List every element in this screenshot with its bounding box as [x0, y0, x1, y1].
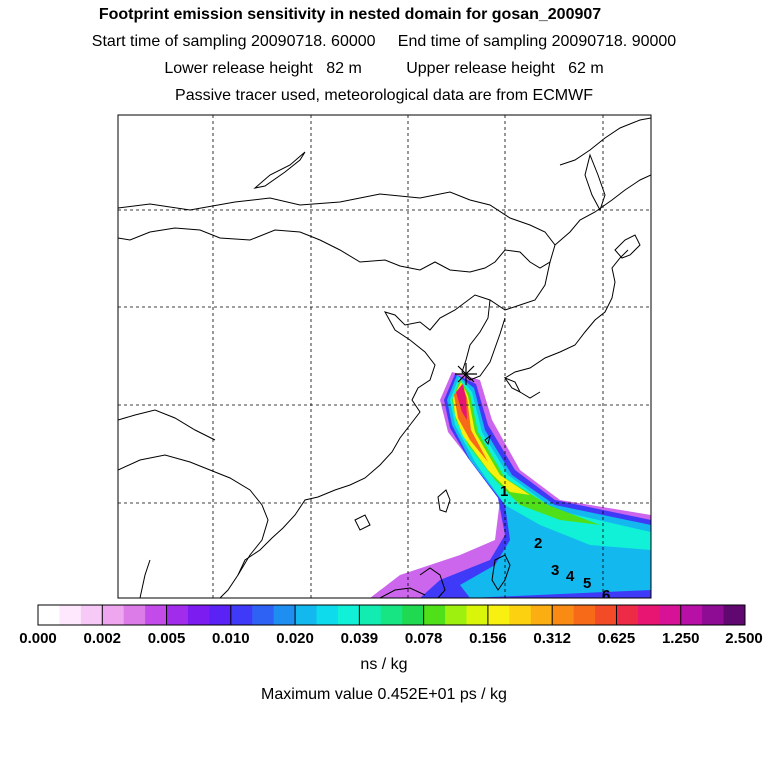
day-labels: 1 2 3 4 5 6 [500, 483, 610, 604]
colorbar-swatch [616, 605, 639, 625]
colorbar-tick-label: 0.005 [147, 630, 186, 647]
colorbar-swatch [123, 605, 146, 625]
colorbar-swatch [273, 605, 296, 625]
colorbar-swatch [423, 605, 446, 625]
colorbar-swatch [316, 605, 339, 625]
graticule [118, 115, 651, 598]
colorbar-swatch [337, 605, 360, 625]
day-label: 3 [551, 562, 559, 579]
colorbar-swatch [723, 605, 746, 625]
colorbar-tick-label: 0.000 [19, 630, 57, 647]
colorbar-tick-label: 0.002 [83, 630, 122, 647]
colorbar-tick-label: 1.250 [661, 630, 700, 647]
colorbar-tick-label: 2.500 [725, 630, 763, 647]
colorbar-tick-label: 0.039 [340, 630, 379, 647]
colorbar-swatch [445, 605, 467, 625]
colorbar-swatch [145, 605, 168, 625]
map-content: 1 2 3 4 5 6 [118, 115, 651, 604]
colorbar-tick-label: 0.312 [533, 630, 571, 647]
colorbar-tick-label: 0.156 [469, 630, 507, 647]
colorbar-border [37, 604, 746, 626]
star-marker [455, 363, 477, 385]
colorbar-swatch [637, 605, 660, 625]
colorbar-tick-label: 0.625 [597, 630, 636, 647]
colorbar-swatch [595, 605, 617, 625]
colorbar-swatch [230, 605, 253, 625]
colorbar-swatch [573, 605, 596, 625]
colorbar-swatch [102, 605, 125, 625]
colorbar-swatch [166, 605, 189, 625]
colorbar-swatch [530, 605, 553, 625]
unit-label: ns / kg [360, 656, 408, 673]
day-label: 5 [583, 575, 591, 592]
colorbar-swatch [38, 605, 60, 625]
colorbar-tick-label: 0.010 [212, 630, 250, 647]
colorbar-swatch [252, 605, 275, 625]
map-title: Footprint emission sensitivity in nested… [98, 6, 602, 23]
colorbar-swatch [59, 605, 82, 625]
colorbar-swatch [402, 605, 425, 625]
colorbar-swatch [552, 605, 575, 625]
colorbar-swatch [702, 605, 725, 625]
tracer-info-line: Passive tracer used, meteorological data… [175, 87, 593, 104]
colorbar-tick-label: 0.078 [404, 630, 443, 647]
colorbar-swatch [659, 605, 682, 625]
colorbar-swatch [509, 605, 532, 625]
colorbar [37, 604, 746, 626]
day-label: 6 [602, 587, 610, 604]
colorbar-swatch [487, 605, 510, 625]
colorbar-tick-label: 0.020 [276, 630, 314, 647]
release-height-line: Lower release height 82 m Upper release … [164, 60, 604, 77]
map-frame [117, 114, 652, 599]
colorbar-swatch [359, 605, 382, 625]
colorbar-swatch [209, 605, 232, 625]
colorbar-swatch [380, 605, 403, 625]
day-label: 2 [534, 535, 542, 552]
colorbar-swatch [187, 605, 210, 625]
footprint-plume [370, 372, 651, 598]
day-label: 1 [500, 483, 508, 500]
colorbar-swatch [295, 605, 318, 625]
maximum-value-text: Maximum value 0.452E+01 ps / kg [261, 686, 507, 703]
colorbar-swatch [80, 605, 103, 625]
colorbar-swatch [466, 605, 489, 625]
colorbar-swatch [680, 605, 703, 625]
sampling-time-line: Start time of sampling 20090718. 60000 E… [91, 33, 677, 50]
day-label: 4 [566, 568, 575, 585]
